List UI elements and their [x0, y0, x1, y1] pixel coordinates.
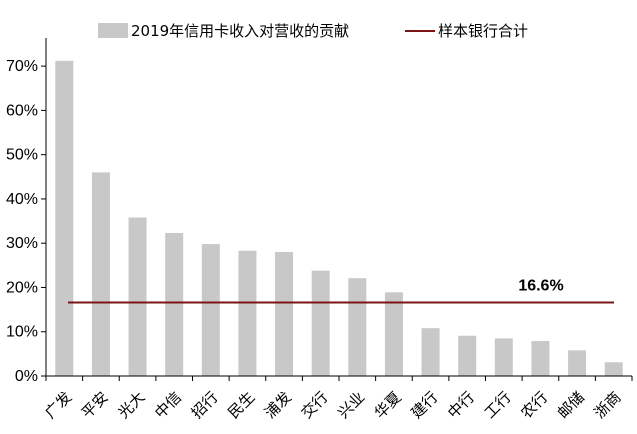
y-tick-label: 0% — [15, 368, 38, 385]
y-tick-label: 40% — [6, 191, 38, 208]
x-tick-label: 兴业 — [334, 388, 368, 422]
bar — [348, 278, 367, 376]
reference-line-label: 16.6% — [518, 278, 563, 295]
reference-line-group: 16.6% — [68, 278, 614, 304]
bar — [165, 233, 184, 376]
x-tick-label: 农行 — [517, 388, 551, 422]
y-tick-label: 30% — [6, 235, 38, 252]
y-tick-label: 20% — [6, 279, 38, 296]
y-tick-label: 50% — [6, 147, 38, 164]
x-tick-label: 光大 — [114, 388, 148, 422]
bar — [311, 270, 330, 376]
legend-label-line: 样本银行合计 — [438, 22, 528, 40]
bar — [458, 335, 477, 376]
x-tick-label: 中信 — [151, 388, 185, 422]
legend: 2019年信用卡收入对营收的贡献 样本银行合计 — [98, 22, 528, 40]
x-tick-label: 建行 — [407, 388, 441, 422]
y-tick-label: 70% — [6, 58, 38, 75]
bar — [201, 244, 220, 376]
bar — [421, 328, 440, 376]
bar — [604, 362, 623, 376]
legend-label-bar: 2019年信用卡收入对营收的贡献 — [131, 22, 349, 40]
x-tick-label: 工行 — [481, 388, 515, 422]
x-tick-label: 民生 — [224, 388, 258, 422]
x-tick-label: 邮储 — [554, 388, 588, 422]
bar — [568, 350, 587, 376]
x-tick-label: 交行 — [298, 388, 332, 422]
legend-swatch-bar — [98, 23, 128, 38]
bar — [128, 217, 147, 376]
x-tick-label: 广发 — [41, 388, 75, 422]
y-tick-label: 10% — [6, 324, 38, 341]
bar — [494, 338, 513, 376]
x-tick-label: 华夏 — [371, 388, 405, 422]
y-axis: 0% 10% 20% 30% 40% 50% 60% 70% — [6, 38, 47, 385]
x-tick-label: 浦发 — [261, 388, 295, 422]
bars — [55, 60, 623, 376]
bar — [55, 60, 74, 376]
x-tick-label: 浙商 — [591, 388, 625, 422]
bar — [384, 292, 403, 376]
y-tick-label: 60% — [6, 102, 38, 119]
bar — [275, 252, 294, 376]
bar — [531, 341, 550, 376]
bar — [91, 172, 110, 376]
x-tick-label: 平安 — [78, 388, 112, 422]
bar — [238, 250, 257, 376]
x-axis: 广发 平安 光大 中信 招行 民生 浦发 交行 兴业 华夏 建行 中行 工行 农行 邮储 浙商 — [41, 375, 633, 422]
x-tick-label: 招行 — [188, 388, 222, 422]
x-tick-label: 中行 — [444, 388, 478, 422]
